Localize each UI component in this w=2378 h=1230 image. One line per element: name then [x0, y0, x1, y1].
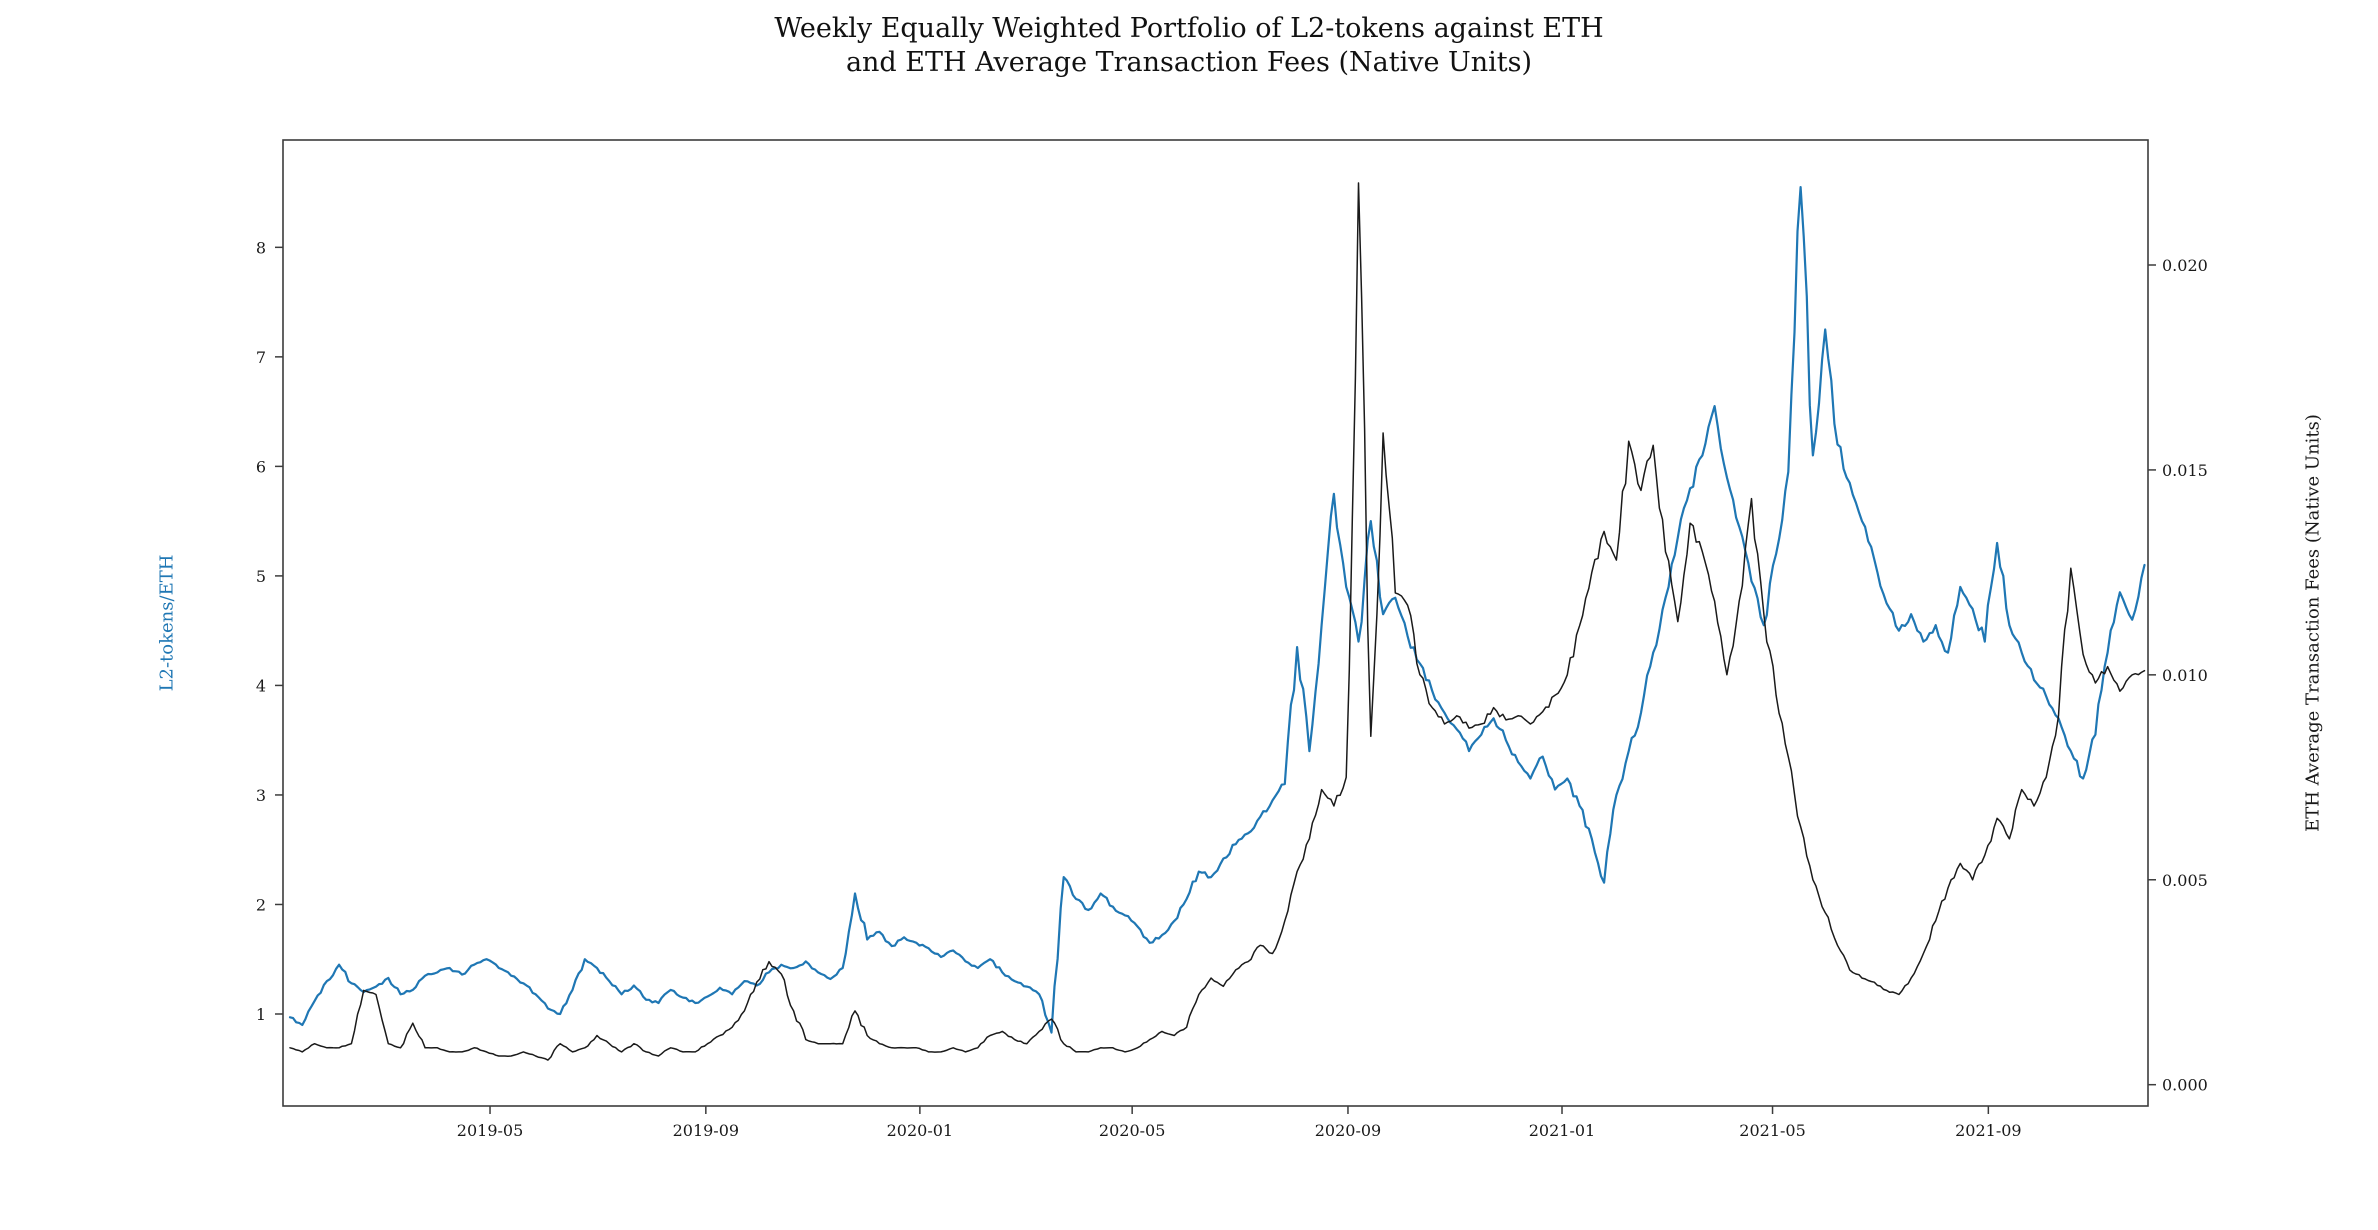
left-tick-label-3: 3: [256, 786, 266, 805]
series-line-l2-tokens-eth: [288, 186, 2146, 1034]
right-tick-label-0.000: 0.000: [2162, 1076, 2208, 1095]
left-tick-label-7: 7: [256, 348, 266, 367]
left-tick-label-6: 6: [256, 457, 266, 476]
left-tick-label-1: 1: [256, 1005, 266, 1024]
x-tick-label-2021-01: 2021-01: [1529, 1121, 1595, 1140]
x-tick-label-2021-09: 2021-09: [1955, 1121, 2021, 1140]
x-tick-label-2020-05: 2020-05: [1099, 1121, 1165, 1140]
chart-title: Weekly Equally Weighted Portfolio of L2-…: [774, 12, 1603, 80]
chart-title-line1: Weekly Equally Weighted Portfolio of L2-…: [774, 13, 1604, 44]
plot-border: [282, 139, 2149, 1107]
left-tick-label-2: 2: [256, 895, 266, 914]
x-tick-label-2020-01: 2020-01: [887, 1121, 953, 1140]
left-tick-label-8: 8: [256, 238, 266, 257]
right-tick-label-0.015: 0.015: [2162, 461, 2208, 480]
right-tick-label-0.020: 0.020: [2162, 256, 2208, 275]
x-tick-label-2019-09: 2019-09: [673, 1121, 739, 1140]
right-tick-label-0.010: 0.010: [2162, 666, 2208, 685]
right-tick-label-0.005: 0.005: [2162, 871, 2208, 890]
chart-title-line2: and ETH Average Transaction Fees (Native…: [845, 46, 1533, 78]
left-tick-label-4: 4: [256, 676, 266, 695]
series-line-eth-avg-fees: [289, 182, 2146, 1061]
x-tick-label-2020-09: 2020-09: [1315, 1121, 1381, 1140]
x-tick-label-2019-05: 2019-05: [457, 1121, 523, 1140]
left-tick-label-5: 5: [256, 567, 266, 586]
x-tick-label-2021-05: 2021-05: [1739, 1121, 1805, 1140]
